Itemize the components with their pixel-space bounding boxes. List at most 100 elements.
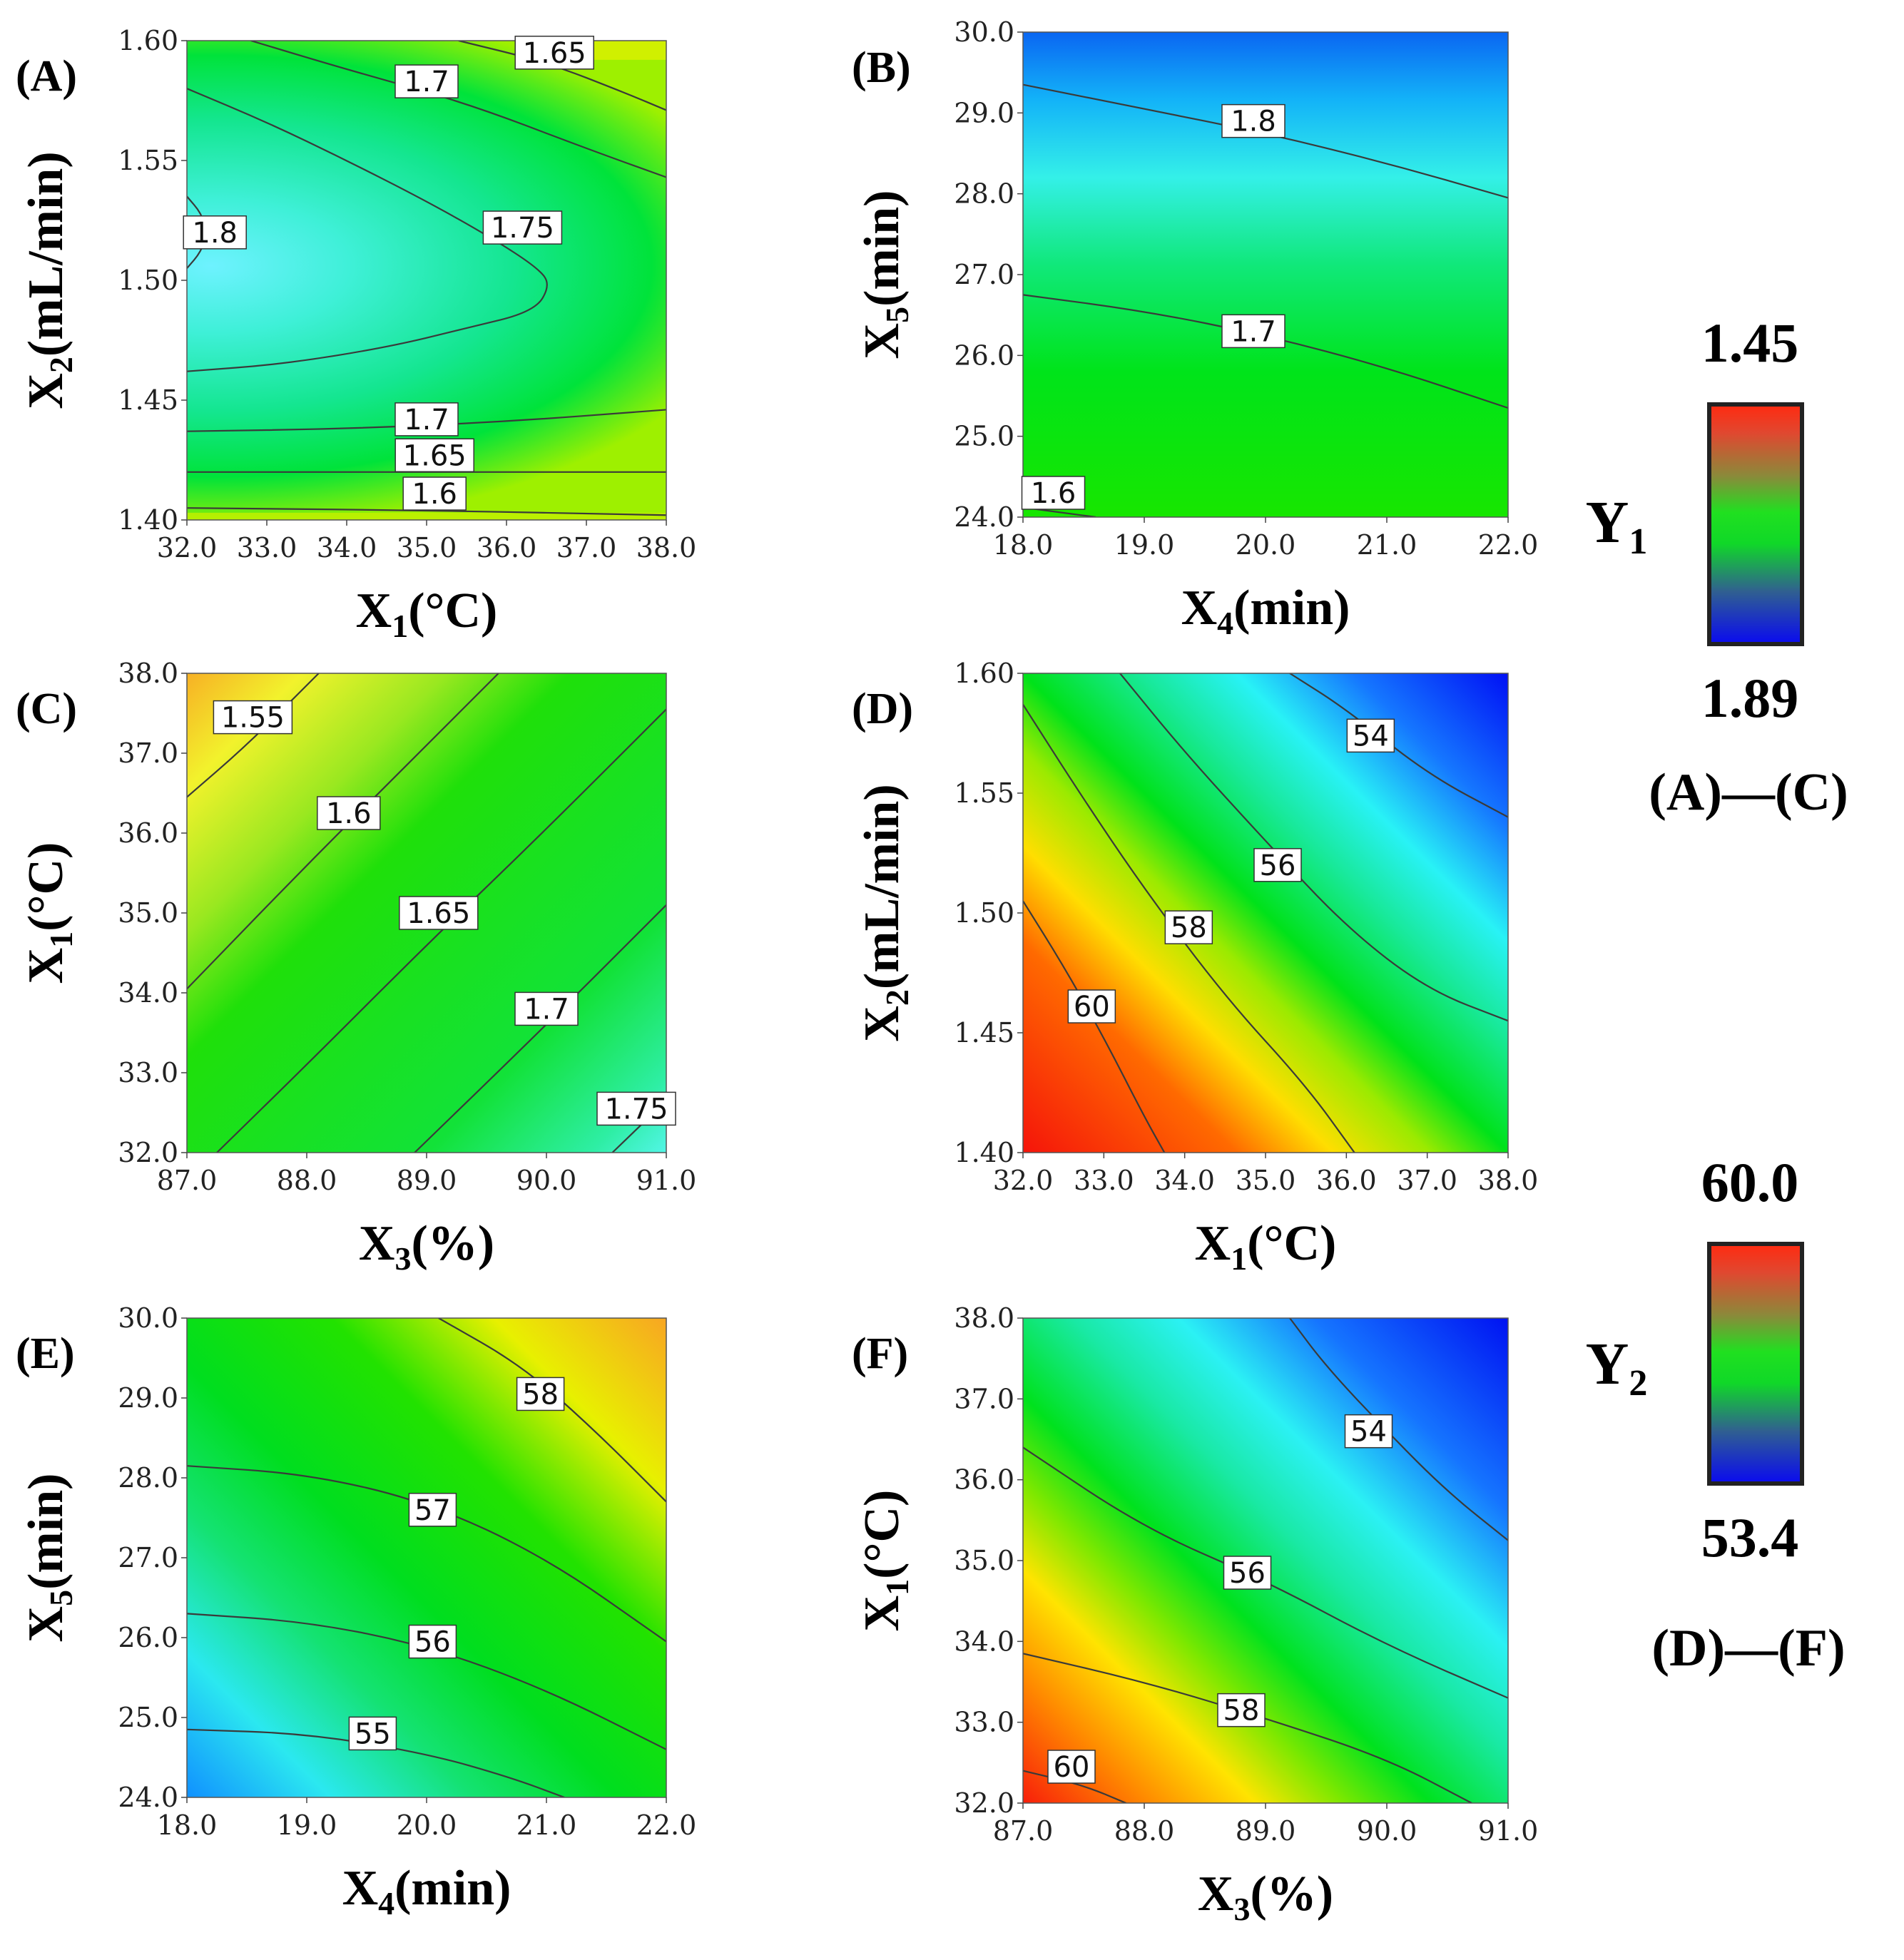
svg-text:1.8: 1.8 — [1231, 106, 1276, 138]
y-tick-label: 33.0 — [954, 1707, 1014, 1738]
panel-label: (D) — [852, 685, 913, 733]
x-tick-label: 19.0 — [1114, 529, 1175, 561]
contour-label: 1.7 — [514, 991, 579, 1026]
contour-line-60 — [1023, 900, 1166, 1153]
y-tick-label: 27.0 — [954, 259, 1014, 290]
svg-text:1.55: 1.55 — [221, 702, 285, 735]
svg-text:56: 56 — [1260, 849, 1296, 882]
svg-text:58: 58 — [1223, 1695, 1260, 1727]
contour-line-1.6 — [187, 507, 666, 516]
y-tick-label: 32.0 — [118, 1137, 178, 1168]
x-tick-label: 21.0 — [1357, 529, 1417, 561]
svg-text:60: 60 — [1074, 991, 1110, 1024]
surface-highlight — [580, 41, 666, 60]
y-tick-label: 36.0 — [118, 817, 178, 849]
y-tick-label: 28.0 — [954, 178, 1014, 210]
x-axis-title: X4(min) — [1181, 581, 1350, 641]
x-axis-title: X4(min) — [342, 1861, 511, 1921]
y-tick-label: 25.0 — [954, 421, 1014, 452]
y-tick-label: 30.0 — [118, 1302, 178, 1334]
y-tick-label: 1.50 — [118, 265, 178, 296]
contour-label: 1.6 — [317, 796, 381, 830]
panel-label: (A) — [16, 52, 77, 101]
contour-label: 1.75 — [482, 210, 563, 245]
x-tick-label: 88.0 — [277, 1165, 337, 1196]
panel-c: 1.55 1.6 1.65 1.7 1.75 87.0 88.0 89.0 90.0 91.0 32… — [16, 658, 696, 1277]
y-tick-label: 35.0 — [118, 897, 178, 929]
y-tick-label: 36.0 — [954, 1464, 1014, 1496]
colorbar-response-label: Y2 — [1586, 1331, 1648, 1404]
svg-text:1.7: 1.7 — [404, 404, 449, 437]
x-tick-label: 18.0 — [993, 529, 1054, 561]
x-tick-label: 35.0 — [1236, 1165, 1296, 1196]
panel-label: (F) — [852, 1329, 908, 1378]
y-tick-label: 37.0 — [954, 1383, 1014, 1414]
contour-label: 60 — [1047, 1750, 1096, 1784]
y-axis-title: X2(mL/min) — [19, 151, 79, 409]
x-tick-label: 38.0 — [636, 532, 697, 563]
x-tick-label: 22.0 — [1478, 529, 1539, 561]
response-surface-e — [187, 1318, 666, 1797]
x-tick-label: 19.0 — [277, 1810, 337, 1841]
x-tick-label: 87.0 — [157, 1165, 218, 1196]
x-axis-title: X3(%) — [359, 1216, 494, 1277]
x-tick-label: 38.0 — [1478, 1165, 1539, 1196]
x-tick-label: 32.0 — [993, 1165, 1054, 1196]
x-tick-label: 91.0 — [1478, 1815, 1539, 1847]
x-tick-label: 88.0 — [1114, 1815, 1175, 1847]
colorbar-max-label: 60.0 — [1701, 1151, 1799, 1213]
x-tick-label: 33.0 — [1074, 1165, 1134, 1196]
colorbar-min-label: 1.89 — [1701, 667, 1799, 729]
svg-text:1.6: 1.6 — [412, 478, 457, 511]
colorbar-panel-range: (D)—(F) — [1651, 1619, 1845, 1678]
svg-text:1.75: 1.75 — [491, 212, 554, 245]
panel-b: 1.8 1.7 1.6 18.0 19.0 20.0 21.0 22.0 24.0 25.0 26.… — [852, 16, 1538, 641]
x-axis-title: X1(°C) — [1195, 1216, 1337, 1277]
panel-a: 1.8 1.751.71.651.71.651.632.0 33.0 34.0 35.0… — [16, 25, 696, 644]
contour-label: 1.8 — [183, 215, 247, 250]
contour-label: 57 — [408, 1493, 457, 1527]
x-tick-label: 90.0 — [516, 1165, 577, 1196]
contour-label: 1.55 — [213, 700, 293, 735]
surface-highlight — [187, 512, 666, 520]
svg-text:1.7: 1.7 — [1231, 315, 1276, 348]
contour-line-56 — [1119, 673, 1508, 1022]
y-tick-label: 26.0 — [118, 1622, 178, 1653]
y-tick-label: 1.40 — [118, 504, 178, 536]
x-tick-label: 37.0 — [556, 532, 617, 563]
svg-text:1.8: 1.8 — [192, 217, 238, 250]
y-tick-label: 38.0 — [954, 1302, 1014, 1334]
y-axis-title: X5(min) — [855, 190, 915, 359]
y-tick-label: 28.0 — [118, 1462, 178, 1494]
colorbar — [1707, 1242, 1804, 1486]
x-tick-label: 36.0 — [477, 532, 537, 563]
y-tick-label: 33.0 — [118, 1057, 178, 1088]
contour-line-1.75 — [187, 88, 548, 372]
y-axis-title: X5(min) — [19, 1474, 79, 1643]
x-tick-label: 89.0 — [1236, 1815, 1296, 1847]
contour-label: 58 — [1164, 910, 1213, 944]
colorbar-max-label: 1.45 — [1701, 312, 1799, 374]
x-tick-label: 35.0 — [397, 532, 457, 563]
contour-label: 60 — [1067, 989, 1116, 1024]
y-tick-label: 1.60 — [954, 658, 1014, 689]
y-axis-title: X2(mL/min) — [855, 784, 915, 1041]
contour-label: 1.75 — [596, 1091, 676, 1126]
y-tick-label: 34.0 — [118, 977, 178, 1009]
contour-label: 58 — [516, 1377, 565, 1411]
x-tick-label: 37.0 — [1397, 1165, 1457, 1196]
contour-label: 1.65 — [399, 896, 479, 930]
y-tick-label: 32.0 — [954, 1787, 1014, 1819]
y-tick-label: 25.0 — [118, 1702, 178, 1733]
panel-label: (B) — [852, 44, 911, 92]
svg-text:54: 54 — [1350, 1416, 1387, 1449]
contour-label: 54 — [1344, 1414, 1393, 1449]
contour-label: 1.7 — [1221, 314, 1286, 348]
y-axis-title: X1(°C) — [19, 842, 79, 984]
panel-f: 60 58 56 54 87.0 88.0 89.0 90.0 91.0 32.0 33.0 34.0… — [852, 1302, 1538, 1927]
colorbar-legend-2: 60.0 Y2 53.4 (D)—(F) — [1586, 1151, 1846, 1678]
svg-text:1.7: 1.7 — [404, 66, 449, 98]
y-tick-label: 26.0 — [954, 340, 1014, 371]
x-tick-label: 87.0 — [993, 1815, 1054, 1847]
